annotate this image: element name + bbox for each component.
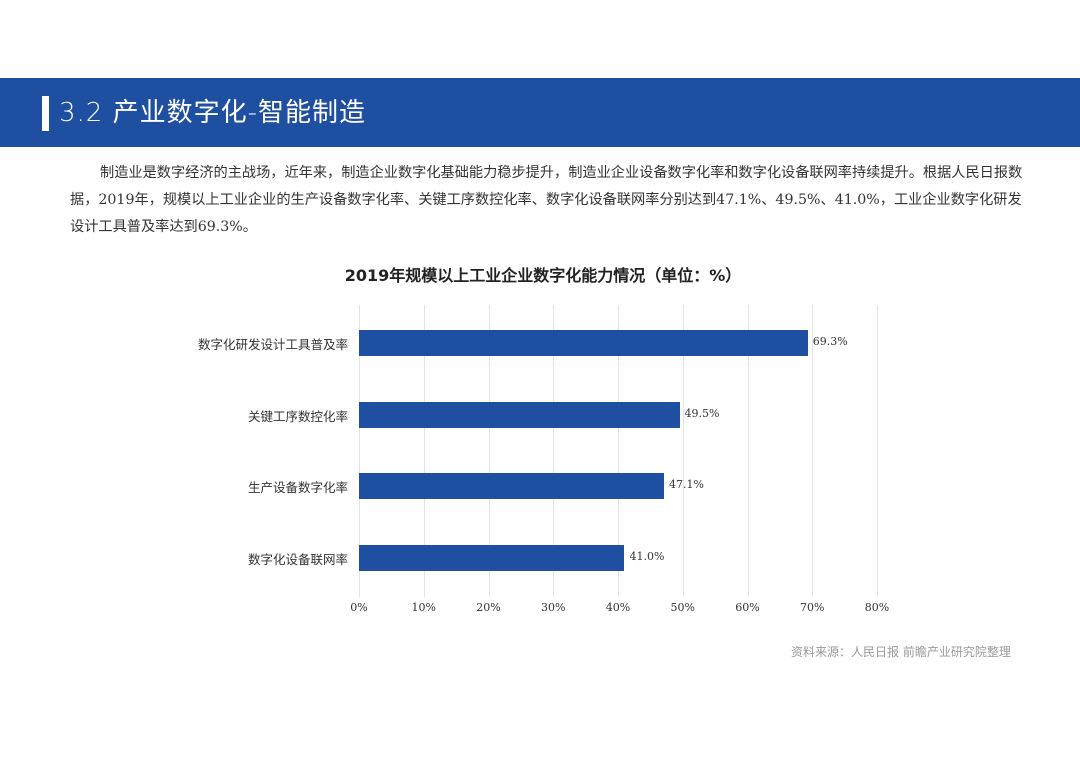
- bar-value-label: 69.3%: [812, 335, 848, 348]
- bar: [359, 330, 808, 356]
- intro-paragraph: 制造业是数字经济的主战场，近年来，制造企业数字化基础能力稳步提升，制造业企业设备…: [70, 165, 1023, 235]
- bar-row: 49.5%: [359, 402, 877, 428]
- category-label: 生产设备数字化率: [247, 480, 348, 495]
- gridline: [423, 305, 425, 597]
- x-tick-label: 60%: [735, 601, 760, 614]
- x-tick-label: 0%: [350, 601, 368, 614]
- chart-title: 2019年规模以上工业企业数字化能力情况（单位：%）: [344, 266, 742, 285]
- bar: [359, 402, 680, 428]
- bar-row: 47.1%: [359, 473, 877, 499]
- x-tick-label: 10%: [411, 601, 436, 614]
- gridline: [877, 305, 878, 597]
- gridline: [812, 305, 814, 597]
- bar: [359, 545, 625, 571]
- bar-value-label: 49.5%: [684, 407, 720, 420]
- category-label: 数字化设备联网率: [247, 552, 348, 567]
- gridline: [618, 305, 619, 597]
- header-marker-bar: [42, 96, 49, 131]
- bar: [359, 473, 664, 499]
- category-label: 关键工序数控化率: [247, 409, 348, 424]
- x-tick-label: 40%: [605, 601, 631, 614]
- section-title: 3.2 产业数字化-智能制造: [59, 98, 366, 128]
- gridline: [682, 305, 684, 597]
- x-tick-label: 30%: [541, 601, 566, 614]
- x-tick-label: 80%: [864, 601, 890, 614]
- section-header-band: 3.2 产业数字化-智能制造: [0, 78, 1080, 147]
- gridline: [747, 305, 749, 597]
- bar-value-label: 41.0%: [629, 550, 665, 563]
- gridline: [488, 305, 490, 597]
- source-note: 资料来源：人民日报 前瞻产业研究院整理: [791, 645, 1011, 659]
- bar-value-label: 47.1%: [668, 478, 704, 491]
- gridline: [553, 305, 555, 597]
- x-tick-label: 70%: [800, 601, 825, 614]
- bar-row: 69.3%: [359, 330, 877, 356]
- x-tick-label: 50%: [670, 601, 695, 614]
- x-tick-label: 20%: [476, 601, 501, 614]
- bar-row: 41.0%: [359, 545, 877, 571]
- category-label: 数字化研发设计工具普及率: [197, 337, 348, 352]
- gridline: [359, 305, 360, 597]
- bar-chart-plot-area: 69.3% 49.5% 47.1% 41.0%: [359, 305, 878, 597]
